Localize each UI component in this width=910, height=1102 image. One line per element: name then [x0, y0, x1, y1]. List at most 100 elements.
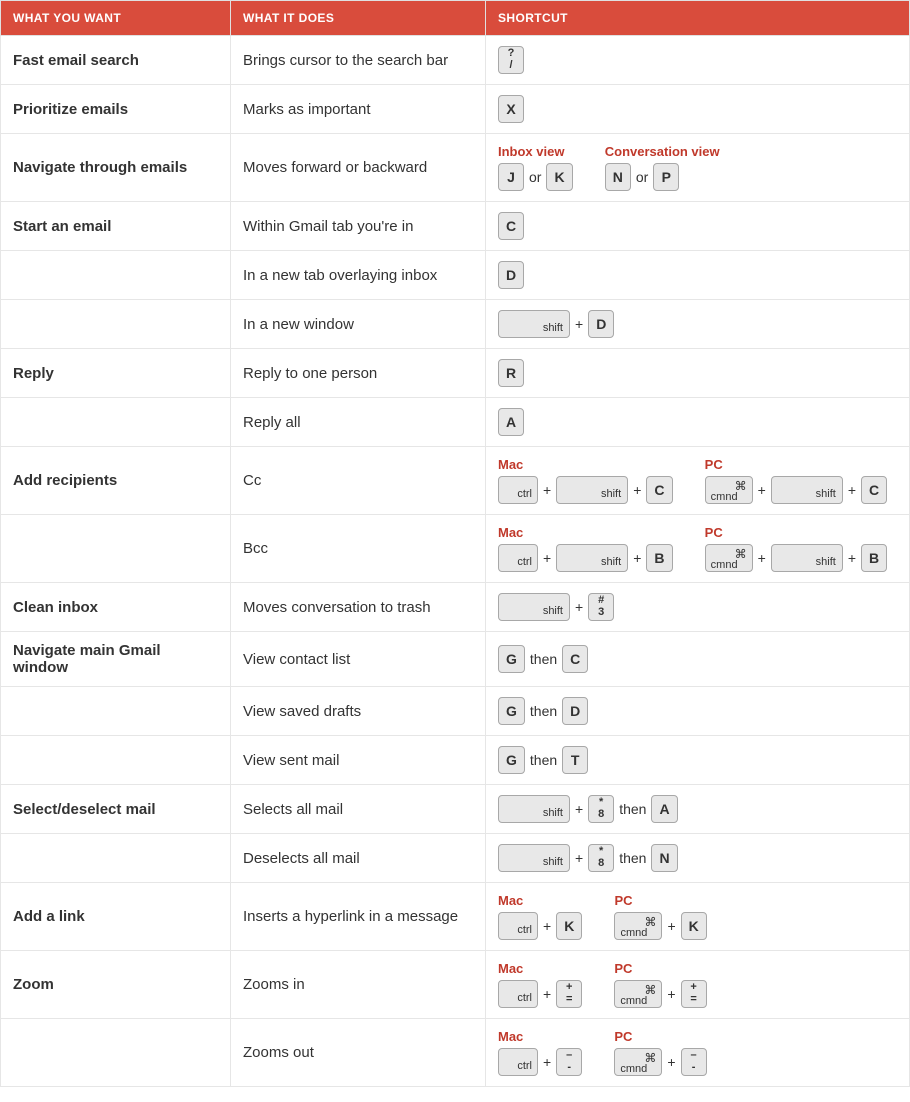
table-row: Bcc Mac ctrl + shift + B PC: [1, 515, 910, 583]
group-label-pc: PC: [705, 457, 888, 472]
cell-does: Zooms in: [231, 951, 486, 1019]
key-group: shift + D: [498, 310, 614, 338]
cell-does: Brings cursor to the search bar: [231, 36, 486, 85]
cell-want: Reply: [1, 349, 231, 398]
table-row: Select/deselect mail Selects all mail sh…: [1, 785, 910, 834]
key: P: [653, 163, 679, 191]
group-label-mac: Mac: [498, 961, 582, 976]
key: B: [861, 544, 887, 572]
key: ? /: [498, 46, 524, 74]
separator-plus: +: [753, 550, 771, 566]
table-row: In a new window shift + D: [1, 300, 910, 349]
key-group: ctrl + + =: [498, 980, 582, 1008]
group-label-pc: PC: [614, 893, 706, 908]
key: N: [605, 163, 631, 191]
header-does: WHAT IT DOES: [231, 1, 486, 36]
key: K: [546, 163, 572, 191]
cell-shortcut: shift + D: [486, 300, 910, 349]
separator-then: then: [525, 752, 562, 768]
separator-or: or: [631, 169, 653, 185]
table-row: View sent mail G then T: [1, 736, 910, 785]
key: + =: [556, 980, 582, 1008]
table-row: Add a link Inserts a hyperlink in a mess…: [1, 883, 910, 951]
key-group: shift + * 8 then A: [498, 795, 678, 823]
cell-want: Select/deselect mail: [1, 785, 231, 834]
separator-plus: +: [662, 986, 680, 1002]
separator-plus: +: [570, 316, 588, 332]
key-group: ⌘ cmnd + + =: [614, 980, 706, 1008]
key-group: ⌘ cmnd + K: [614, 912, 706, 940]
separator-plus: +: [628, 482, 646, 498]
group-label-pc: PC: [705, 525, 888, 540]
key-group: ctrl + shift + C: [498, 476, 673, 504]
table-row: Clean inbox Moves conversation to trash …: [1, 583, 910, 632]
cell-want: [1, 736, 231, 785]
key: A: [651, 795, 677, 823]
header-shortcut: SHORTCUT: [486, 1, 910, 36]
cell-does: Marks as important: [231, 85, 486, 134]
cell-does: Selects all mail: [231, 785, 486, 834]
key-shift: shift: [556, 544, 628, 572]
separator-plus: +: [538, 918, 556, 934]
cell-shortcut: R: [486, 349, 910, 398]
table-row: Add recipients Cc Mac ctrl + shift + C P…: [1, 447, 910, 515]
key-ctrl: ctrl: [498, 980, 538, 1008]
table-row: Prioritize emails Marks as important X: [1, 85, 910, 134]
key: C: [498, 212, 524, 240]
cell-does: In a new tab overlaying inbox: [231, 251, 486, 300]
cell-want: Fast email search: [1, 36, 231, 85]
key-group: ⌘ cmnd + – -: [614, 1048, 706, 1076]
key-shift: shift: [498, 593, 570, 621]
key: – -: [681, 1048, 707, 1076]
key-group: G then C: [498, 645, 588, 673]
key: C: [646, 476, 672, 504]
table-row: Reply Reply to one person R: [1, 349, 910, 398]
separator-plus: +: [538, 1054, 556, 1070]
cell-want: [1, 251, 231, 300]
cell-want: Navigate main Gmail window: [1, 632, 231, 687]
key: K: [556, 912, 582, 940]
table-row: View saved drafts G then D: [1, 687, 910, 736]
cell-does: View saved drafts: [231, 687, 486, 736]
cell-want: Add recipients: [1, 447, 231, 515]
key-group: J or K: [498, 163, 573, 191]
separator-then: then: [614, 801, 651, 817]
key: D: [498, 261, 524, 289]
key-cmnd: ⌘ cmnd: [705, 544, 753, 572]
cell-shortcut: ? /: [486, 36, 910, 85]
table-row: Navigate through emails Moves forward or…: [1, 134, 910, 202]
separator-plus: +: [662, 1054, 680, 1070]
cell-shortcut: Mac ctrl + shift + C PC ⌘ cmnd: [486, 447, 910, 515]
key-shift: shift: [771, 476, 843, 504]
cell-want: [1, 300, 231, 349]
table-row: Start an email Within Gmail tab you're i…: [1, 202, 910, 251]
key-group: G then T: [498, 746, 588, 774]
key: # 3: [588, 593, 614, 621]
header-want: WHAT YOU WANT: [1, 1, 231, 36]
group-label-pc: PC: [614, 961, 706, 976]
table-row: Fast email search Brings cursor to the s…: [1, 36, 910, 85]
cell-want: [1, 515, 231, 583]
key-group: ctrl + K: [498, 912, 582, 940]
cell-does: Moves forward or backward: [231, 134, 486, 202]
key-ctrl: ctrl: [498, 912, 538, 940]
key-group: N or P: [605, 163, 680, 191]
group-label-mac: Mac: [498, 457, 673, 472]
separator-plus: +: [570, 801, 588, 817]
table-row: Deselects all mail shift + * 8 then N: [1, 834, 910, 883]
separator-plus: +: [538, 550, 556, 566]
cell-want: Prioritize emails: [1, 85, 231, 134]
key-group: ⌘ cmnd + shift + C: [705, 476, 888, 504]
group-label-inbox: Inbox view: [498, 144, 573, 159]
cell-shortcut: shift + * 8 then A: [486, 785, 910, 834]
separator-plus: +: [662, 918, 680, 934]
cell-does: Inserts a hyperlink in a message: [231, 883, 486, 951]
cell-shortcut: Mac ctrl + shift + B PC ⌘ cmnd: [486, 515, 910, 583]
key-cmnd: ⌘ cmnd: [614, 1048, 662, 1076]
key: C: [562, 645, 588, 673]
cell-does: In a new window: [231, 300, 486, 349]
cell-shortcut: shift + * 8 then N: [486, 834, 910, 883]
key-ctrl: ctrl: [498, 476, 538, 504]
separator-then: then: [525, 651, 562, 667]
key: G: [498, 697, 525, 725]
